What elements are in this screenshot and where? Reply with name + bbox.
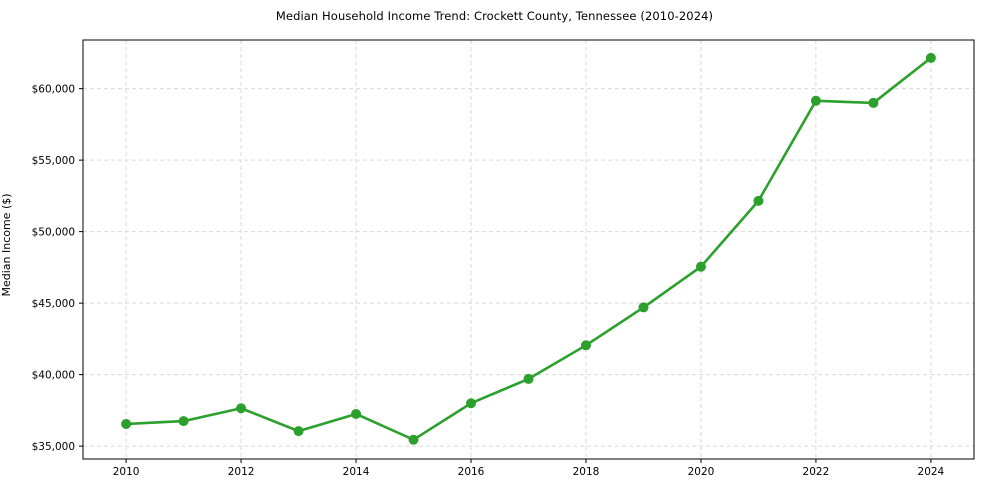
x-tick-label: 2024 [918,466,945,478]
y-tick-label: $50,000 [32,226,75,238]
data-point-marker [753,195,764,206]
gridlines [83,40,974,459]
data-point-marker [868,97,879,108]
data-point-marker [810,95,821,106]
y-tick-label: $45,000 [32,298,75,310]
y-tick-label: $60,000 [32,83,75,95]
plot-frame [82,39,975,460]
data-point-markers [121,52,936,445]
x-axis-ticks: 2010 2012 2014 2016 2018 2020 2022 2024 [113,459,945,478]
data-point-marker [408,434,419,445]
y-tick-label: $55,000 [32,155,75,167]
data-point-marker [523,373,534,384]
data-point-marker [925,52,936,63]
x-tick-label: 2010 [113,466,140,478]
x-tick-label: 2020 [688,466,715,478]
x-tick-label: 2012 [228,466,255,478]
data-point-marker [638,302,649,313]
data-point-marker [351,408,362,419]
data-point-marker [178,416,189,427]
y-axis-ticks: $35,000 $40,000 $45,000 $50,000 $55,000 $60,0… [32,83,83,453]
x-tick-label: 2022 [803,466,830,478]
x-tick-label: 2014 [343,466,370,478]
chart-title: Median Household Income Trend: Crockett … [275,9,714,23]
x-tick-label: 2016 [458,466,485,478]
data-point-marker [695,261,706,272]
data-point-marker [466,398,477,409]
data-point-marker [121,418,132,429]
y-tick-label: $35,000 [32,441,75,453]
x-tick-label: 2018 [573,466,600,478]
data-point-marker [236,403,247,414]
data-point-marker [580,340,591,351]
data-point-marker [293,426,304,437]
y-tick-label: $40,000 [32,369,75,381]
